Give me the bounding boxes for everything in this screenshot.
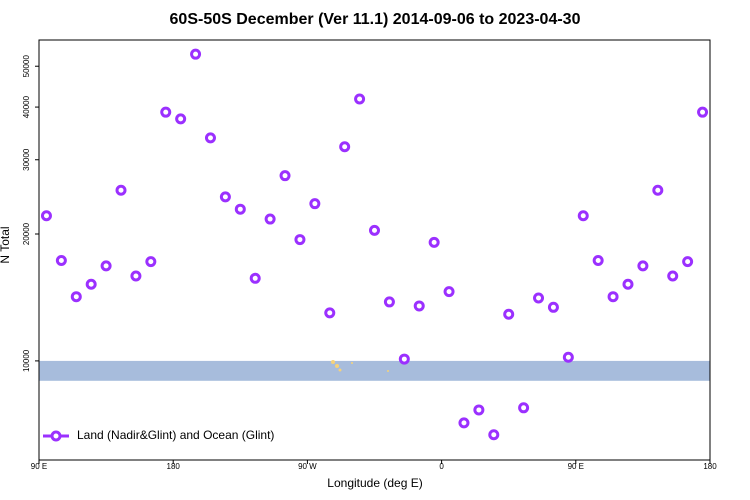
y-tick-label: 30000 [22,148,31,171]
point [458,417,470,429]
point [443,286,455,298]
point [70,291,82,303]
point [428,236,440,248]
land-speck [331,360,335,364]
point [398,353,410,365]
point [115,184,127,196]
point [622,278,634,290]
point [339,141,351,153]
point [294,234,306,246]
plot-frame [38,39,711,461]
shaded-band [39,360,710,381]
point [518,402,530,414]
point [324,307,336,319]
point [249,272,261,284]
chart-title: 60S-50S December (Ver 11.1) 2014-09-06 t… [170,11,581,28]
legend-marker [50,430,62,442]
point [697,106,709,118]
point [175,113,187,125]
point [577,210,589,222]
x-tick-label: 90 W [298,462,317,471]
point [413,300,425,312]
y-tick-label: 20000 [22,222,31,245]
point [219,191,231,203]
point [264,213,276,225]
x-tick-label: 180 [167,462,181,471]
point [40,210,52,222]
point [55,255,67,267]
x-tick-label: 0 [439,462,444,471]
point [533,292,545,304]
x-axis-label: Longitude (deg E) [327,476,422,490]
point [369,224,380,236]
x-tick-label: 90 E [31,462,47,471]
land-speck [338,368,342,372]
point [354,93,366,105]
point [279,170,291,182]
land-speck [387,370,389,372]
point [383,296,395,308]
point [204,132,216,144]
x-tick-label: 180 [703,462,717,471]
y-tick-label: 10000 [22,349,31,372]
y-tick-label: 40000 [22,95,31,118]
point [473,404,485,416]
point [130,270,142,282]
point [592,255,604,267]
point [100,260,112,272]
point [637,260,649,272]
point [652,184,664,196]
point [562,351,574,363]
y-tick-label: 50000 [22,55,31,78]
point [145,256,157,268]
x-tick-label: 90 E [568,462,584,471]
land-speck [351,362,353,364]
point [607,291,619,303]
land-speck [335,364,339,368]
point [503,308,515,320]
point [160,106,172,118]
point [488,429,500,441]
legend-label: Land (Nadir&Glint) and Ocean (Glint) [77,428,274,442]
point [309,198,321,210]
land-specks [331,360,389,372]
point [667,270,679,282]
y-axis-label: N Total [0,226,12,263]
point [85,278,97,290]
point [682,256,694,268]
point [547,301,559,313]
point [190,48,202,60]
point [234,203,246,215]
